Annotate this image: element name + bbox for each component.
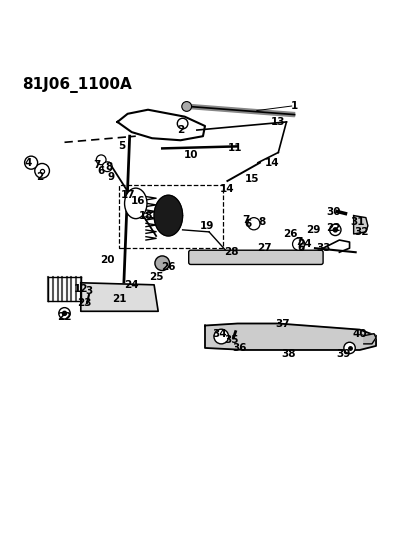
Circle shape [35,164,49,178]
Text: 40: 40 [352,329,366,338]
Text: 28: 28 [224,247,238,257]
Text: 39: 39 [335,349,350,359]
Text: 17: 17 [120,190,135,200]
Text: 27: 27 [256,243,271,253]
Text: 8: 8 [258,217,265,227]
Text: 32: 32 [354,227,368,237]
Text: 37: 37 [274,319,289,328]
Text: 26: 26 [283,229,297,239]
Text: 9: 9 [108,172,115,182]
Text: 3: 3 [85,286,92,296]
Text: 2: 2 [177,125,184,135]
Circle shape [177,118,187,129]
Ellipse shape [124,188,146,219]
Polygon shape [363,334,375,344]
Text: 33: 33 [315,243,330,253]
Text: 4: 4 [24,158,31,168]
Text: 15: 15 [244,174,258,184]
Bar [119,185,223,248]
Circle shape [247,217,259,230]
Text: 1: 1 [290,101,297,111]
Text: 8: 8 [106,161,112,172]
Text: 16: 16 [130,196,145,206]
Polygon shape [81,283,158,311]
Text: 25: 25 [148,272,163,281]
Text: 26: 26 [161,262,175,271]
Text: 13: 13 [270,117,285,127]
Text: 81J06_1100A: 81J06_1100A [22,77,131,93]
Text: 21: 21 [112,294,126,304]
Circle shape [62,311,66,316]
Circle shape [343,342,355,354]
Text: 6: 6 [297,243,303,253]
Circle shape [333,228,337,232]
Text: 20: 20 [100,255,114,265]
Text: 30: 30 [325,206,340,216]
Text: 18: 18 [138,211,153,221]
Text: 24: 24 [124,280,139,290]
Circle shape [155,256,169,271]
Text: 22: 22 [57,312,72,322]
Text: 36: 36 [232,343,246,353]
Circle shape [181,102,191,111]
Text: 2: 2 [36,172,44,182]
Text: 19: 19 [199,221,213,231]
Text: 22: 22 [325,223,340,233]
Text: 34: 34 [211,329,226,338]
Text: 7: 7 [294,237,301,247]
Circle shape [58,308,70,319]
Text: 12: 12 [73,284,88,294]
Text: 7: 7 [241,215,249,225]
Text: 35: 35 [224,335,238,345]
Text: 14: 14 [264,158,279,168]
Text: 24: 24 [297,239,311,249]
Polygon shape [204,324,375,350]
Text: 23: 23 [77,298,92,308]
Text: 6: 6 [97,166,105,176]
Text: 29: 29 [305,225,319,235]
FancyBboxPatch shape [188,250,322,264]
Circle shape [25,156,38,169]
Text: 31: 31 [350,217,364,227]
Text: 5: 5 [118,141,125,151]
Circle shape [292,238,304,250]
Text: 38: 38 [281,349,295,359]
Circle shape [102,162,112,172]
Text: 6: 6 [243,219,251,229]
Text: 11: 11 [228,143,242,154]
Polygon shape [188,104,294,117]
Text: 7: 7 [93,160,101,169]
Circle shape [96,155,106,165]
Text: 14: 14 [220,184,234,194]
Circle shape [329,224,340,236]
Circle shape [213,329,228,344]
Polygon shape [154,195,182,236]
Text: 10: 10 [183,150,198,159]
Polygon shape [353,215,367,234]
